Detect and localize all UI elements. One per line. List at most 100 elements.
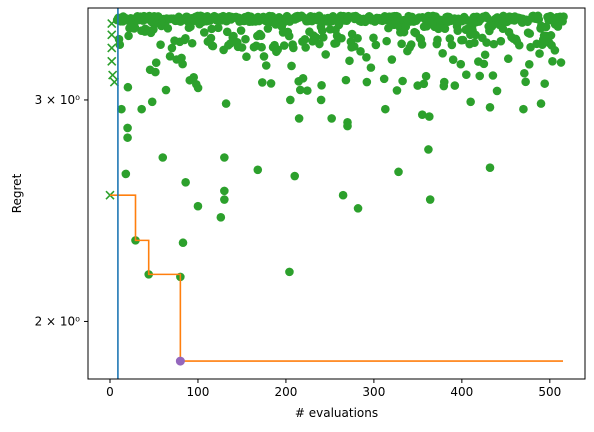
evaluation-point [548,57,557,66]
evaluation-point [193,201,203,211]
evaluation-point [229,31,238,41]
evaluation-point [193,83,203,93]
evaluation-point [115,40,125,50]
evaluation-point [137,104,146,114]
evaluation-point [123,123,132,133]
initial-design-marker [107,30,117,40]
evaluation-point [345,56,354,66]
evaluation-point [121,169,131,179]
evaluation-point [300,34,310,44]
evaluation-point [213,23,223,33]
evaluation-point [520,68,529,78]
incumbent-line [109,194,564,362]
evaluation-point [425,195,435,204]
initial-design-marker [108,70,118,80]
x-tick-label: 500 [538,385,561,399]
evaluation-point [525,29,535,38]
evaluation-point [289,43,298,53]
evaluation-point [199,28,209,37]
evaluation-point [366,63,376,72]
evaluation-point [147,97,157,107]
evaluation-point [167,43,177,53]
evaluation-point [496,36,506,46]
evaluation-point [382,36,391,46]
evaluation-point [398,76,407,86]
x-tick-label: 0 [106,385,114,399]
evaluation-point [438,48,447,58]
evaluation-point [381,104,390,114]
evaluation-point [165,52,175,61]
evaluation-point [369,33,378,43]
evaluation-point [492,86,502,96]
evaluation-point [220,186,229,196]
evaluation-point [287,61,296,71]
evaluation-point [458,35,468,45]
evaluation-point [487,22,497,31]
evaluation-point [178,238,188,248]
evaluation-point [316,95,326,105]
evaluation-point [266,79,276,88]
evaluation-point [489,39,499,49]
evaluation-point [392,86,402,95]
x-tick-label: 400 [450,385,473,399]
evaluation-point [286,95,295,105]
evaluation-point [406,40,416,49]
evaluation-point [462,70,471,79]
evaluation-point [130,23,140,32]
evaluation-point [295,85,305,95]
evaluation-point [284,31,294,41]
initial-design-marker [107,56,117,66]
evaluation-point [311,33,321,42]
evaluation-point [298,73,308,83]
evaluation-point [488,71,498,80]
evaluation-point [353,33,362,43]
evaluation-point [261,61,271,70]
evaluation-point [327,114,336,123]
evaluation-point [379,74,389,84]
evaluation-point [556,58,566,67]
evaluation-point [123,82,133,92]
evaluation-point [387,55,397,64]
evaluation-point [317,26,327,35]
evaluation-point [521,77,530,87]
evaluation-point [236,26,246,35]
evaluation-point [353,204,363,213]
evaluation-point [257,42,266,52]
evaluation-point [303,86,312,95]
best-point [175,356,185,366]
evaluation-point [479,59,489,69]
evaluation-point [221,99,231,108]
evaluation-point [337,33,346,43]
evaluation-point [263,24,273,33]
evaluation-point [123,133,132,142]
evaluation-point [259,52,269,61]
evaluation-point [151,58,161,67]
evaluation-point [362,77,372,87]
evaluation-point [290,171,300,181]
evaluation-point [317,80,326,90]
evaluation-point [397,39,406,49]
evaluation-point [237,43,247,52]
evaluation-point [519,104,528,114]
evaluation-point [285,267,294,277]
evaluation-point [550,46,560,55]
evaluation-point [535,49,544,58]
evaluation-point [253,165,263,175]
evaluation-point [524,60,534,69]
evaluation-point [417,40,427,49]
evaluation-point [448,55,458,64]
evaluation-point [349,42,359,51]
evaluation-point [319,33,328,42]
evaluation-point [421,71,431,81]
evaluation-point [117,104,126,114]
evaluation-point [338,190,348,200]
evaluation-point [208,41,218,51]
evaluation-point [241,34,250,44]
evaluation-point [536,99,546,108]
evaluation-point [156,40,165,49]
evaluation-point [242,52,251,62]
evaluation-point [206,33,216,43]
evaluation-point [453,26,463,36]
